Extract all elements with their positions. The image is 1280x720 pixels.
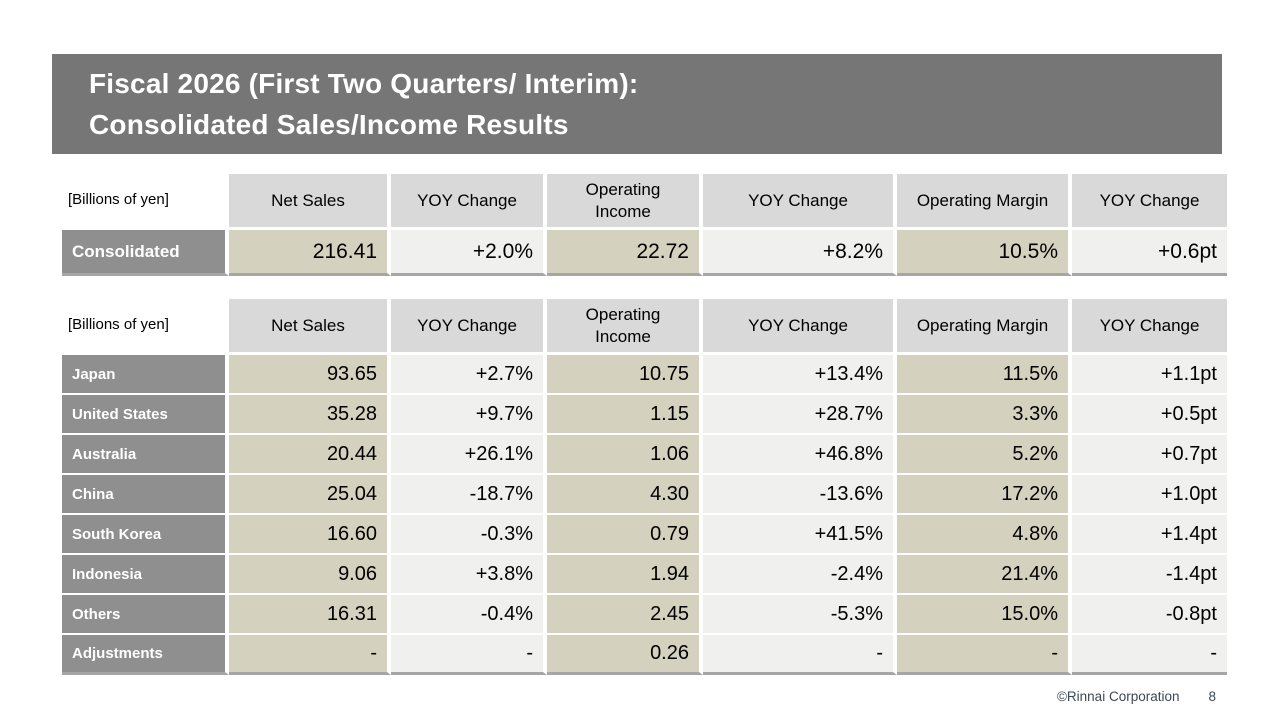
cell-japan-yoy-change-operating-income: +13.4% xyxy=(703,355,897,395)
cell-australia-operating-income: 1.06 xyxy=(547,435,703,475)
page-number: 8 xyxy=(1208,689,1216,704)
table-row-australia: Australia 20.44 +26.1% 1.06 +46.8% 5.2% +0.7pt xyxy=(62,435,1227,475)
cell-south-korea-yoy-change-net-sales: -0.3% xyxy=(391,515,547,555)
cell-others-yoy-change-net-sales: -0.4% xyxy=(391,595,547,635)
column-header-net-sales: Net Sales xyxy=(229,174,391,230)
cell-japan-yoy-change-net-sales: +2.7% xyxy=(391,355,547,395)
cell-indonesia-operating-income: 1.94 xyxy=(547,555,703,595)
cell-japan-yoy-change-operating-margin: +1.1pt xyxy=(1072,355,1227,395)
cell-south-korea-operating-margin: 4.8% xyxy=(897,515,1072,555)
column-header-yoy-change-operating-income: YOY Change xyxy=(703,174,897,230)
row-label-adjustments: Adjustments xyxy=(62,635,229,675)
cell-china-operating-margin: 17.2% xyxy=(897,475,1072,515)
cell-australia-yoy-change-operating-margin: +0.7pt xyxy=(1072,435,1227,475)
column-header-yoy-change-operating-income: YOY Change xyxy=(703,299,897,355)
regional-results-table: [Billions of yen] Net Sales YOY Change Oper… xyxy=(62,299,1227,675)
table-row-south-korea: South Korea 16.60 -0.3% 0.79 +41.5% 4.8% +1.4p… xyxy=(62,515,1227,555)
cell-others-operating-income: 2.45 xyxy=(547,595,703,635)
cell-australia-net-sales: 20.44 xyxy=(229,435,391,475)
cell-china-operating-income: 4.30 xyxy=(547,475,703,515)
cell-japan-net-sales: 93.65 xyxy=(229,355,391,395)
cell-adjustments-net-sales: - xyxy=(229,635,391,675)
slide-title-bar: Fiscal 2026 (First Two Quarters/ Interim… xyxy=(52,54,1222,154)
cell-australia-yoy-change-operating-income: +46.8% xyxy=(703,435,897,475)
column-header-operating-income: Operating Income xyxy=(547,299,703,355)
header-row: [Billions of yen] Net Sales YOY Change Oper… xyxy=(62,299,1227,355)
cell-consolidated-net-sales: 216.41 xyxy=(229,230,391,276)
header-row: [Billions of yen] Net Sales YOY Change Oper… xyxy=(62,174,1227,230)
cell-others-operating-margin: 15.0% xyxy=(897,595,1072,635)
cell-consolidated-yoy-change-net-sales: +2.0% xyxy=(391,230,547,276)
cell-japan-operating-income: 10.75 xyxy=(547,355,703,395)
cell-indonesia-yoy-change-net-sales: +3.8% xyxy=(391,555,547,595)
cell-united-states-yoy-change-operating-margin: +0.5pt xyxy=(1072,395,1227,435)
cell-south-korea-net-sales: 16.60 xyxy=(229,515,391,555)
cell-south-korea-yoy-change-operating-income: +41.5% xyxy=(703,515,897,555)
slide-footer: ©Rinnai Corporation 8 xyxy=(1057,689,1216,704)
column-header-operating-margin: Operating Margin xyxy=(897,299,1072,355)
column-header-yoy-change-operating-margin: YOY Change xyxy=(1072,299,1227,355)
cell-consolidated-yoy-change-operating-margin: +0.6pt xyxy=(1072,230,1227,276)
table-row-japan: Japan 93.65 +2.7% 10.75 +13.4% 11.5% +1.1pt xyxy=(62,355,1227,395)
cell-australia-operating-margin: 5.2% xyxy=(897,435,1072,475)
cell-united-states-operating-income: 1.15 xyxy=(547,395,703,435)
column-header-yoy-change-net-sales: YOY Change xyxy=(391,174,547,230)
results-table: [Billions of yen] Net Sales YOY Change Oper… xyxy=(62,174,1227,276)
cell-indonesia-yoy-change-operating-income: -2.4% xyxy=(703,555,897,595)
column-header-operating-income: Operating Income xyxy=(547,174,703,230)
table-row-united-states: United States 35.28 +9.7% 1.15 +28.7% 3.3% +0.… xyxy=(62,395,1227,435)
cell-adjustments-operating-margin: - xyxy=(897,635,1072,675)
column-header-yoy-change-operating-margin: YOY Change xyxy=(1072,174,1227,230)
row-label-united-states: United States xyxy=(62,395,229,435)
row-label-others: Others xyxy=(62,595,229,635)
row-label-indonesia: Indonesia xyxy=(62,555,229,595)
cell-united-states-yoy-change-operating-income: +28.7% xyxy=(703,395,897,435)
cell-united-states-yoy-change-net-sales: +9.7% xyxy=(391,395,547,435)
cell-consolidated-operating-income: 22.72 xyxy=(547,230,703,276)
row-label-consolidated: Consolidated xyxy=(62,230,229,276)
column-header-yoy-change-net-sales: YOY Change xyxy=(391,299,547,355)
table-row-consolidated: Consolidated 216.41 +2.0% 22.72 +8.2% 10.5% +0… xyxy=(62,230,1227,276)
table-row-indonesia: Indonesia 9.06 +3.8% 1.94 -2.4% 21.4% -1.4pt xyxy=(62,555,1227,595)
row-label-japan: Japan xyxy=(62,355,229,395)
cell-indonesia-yoy-change-operating-margin: -1.4pt xyxy=(1072,555,1227,595)
cell-china-yoy-change-operating-margin: +1.0pt xyxy=(1072,475,1227,515)
column-header-operating-margin: Operating Margin xyxy=(897,174,1072,230)
cell-japan-operating-margin: 11.5% xyxy=(897,355,1072,395)
cell-united-states-net-sales: 35.28 xyxy=(229,395,391,435)
cell-south-korea-yoy-change-operating-margin: +1.4pt xyxy=(1072,515,1227,555)
cell-adjustments-yoy-change-operating-income: - xyxy=(703,635,897,675)
cell-china-net-sales: 25.04 xyxy=(229,475,391,515)
slide-title-line2: Consolidated Sales/Income Results xyxy=(89,109,569,140)
slide-title-line1: Fiscal 2026 (First Two Quarters/ Interim… xyxy=(89,68,639,99)
cell-indonesia-operating-margin: 21.4% xyxy=(897,555,1072,595)
unit-label: [Billions of yen] xyxy=(62,174,229,230)
cell-south-korea-operating-income: 0.79 xyxy=(547,515,703,555)
table-row-china: China 25.04 -18.7% 4.30 -13.6% 17.2% +1.0pt xyxy=(62,475,1227,515)
consolidated-results-table: [Billions of yen] Net Sales YOY Change Oper… xyxy=(62,174,1227,276)
cell-adjustments-yoy-change-net-sales: - xyxy=(391,635,547,675)
cell-indonesia-net-sales: 9.06 xyxy=(229,555,391,595)
cell-others-yoy-change-operating-margin: -0.8pt xyxy=(1072,595,1227,635)
row-label-china: China xyxy=(62,475,229,515)
row-label-australia: Australia xyxy=(62,435,229,475)
cell-adjustments-operating-income: 0.26 xyxy=(547,635,703,675)
cell-consolidated-yoy-change-operating-income: +8.2% xyxy=(703,230,897,276)
cell-others-net-sales: 16.31 xyxy=(229,595,391,635)
table-row-others: Others 16.31 -0.4% 2.45 -5.3% 15.0% -0.8pt xyxy=(62,595,1227,635)
cell-consolidated-operating-margin: 10.5% xyxy=(897,230,1072,276)
cell-china-yoy-change-net-sales: -18.7% xyxy=(391,475,547,515)
row-label-south-korea: South Korea xyxy=(62,515,229,555)
copyright-text: ©Rinnai Corporation xyxy=(1056,689,1180,704)
cell-china-yoy-change-operating-income: -13.6% xyxy=(703,475,897,515)
column-header-net-sales: Net Sales xyxy=(229,299,391,355)
cell-adjustments-yoy-change-operating-margin: - xyxy=(1072,635,1227,675)
cell-united-states-operating-margin: 3.3% xyxy=(897,395,1072,435)
table-row-adjustments: Adjustments - -0.26- - - xyxy=(62,635,1227,675)
results-table: [Billions of yen] Net Sales YOY Change Oper… xyxy=(62,299,1227,675)
unit-label: [Billions of yen] xyxy=(62,299,229,355)
cell-others-yoy-change-operating-income: -5.3% xyxy=(703,595,897,635)
cell-australia-yoy-change-net-sales: +26.1% xyxy=(391,435,547,475)
